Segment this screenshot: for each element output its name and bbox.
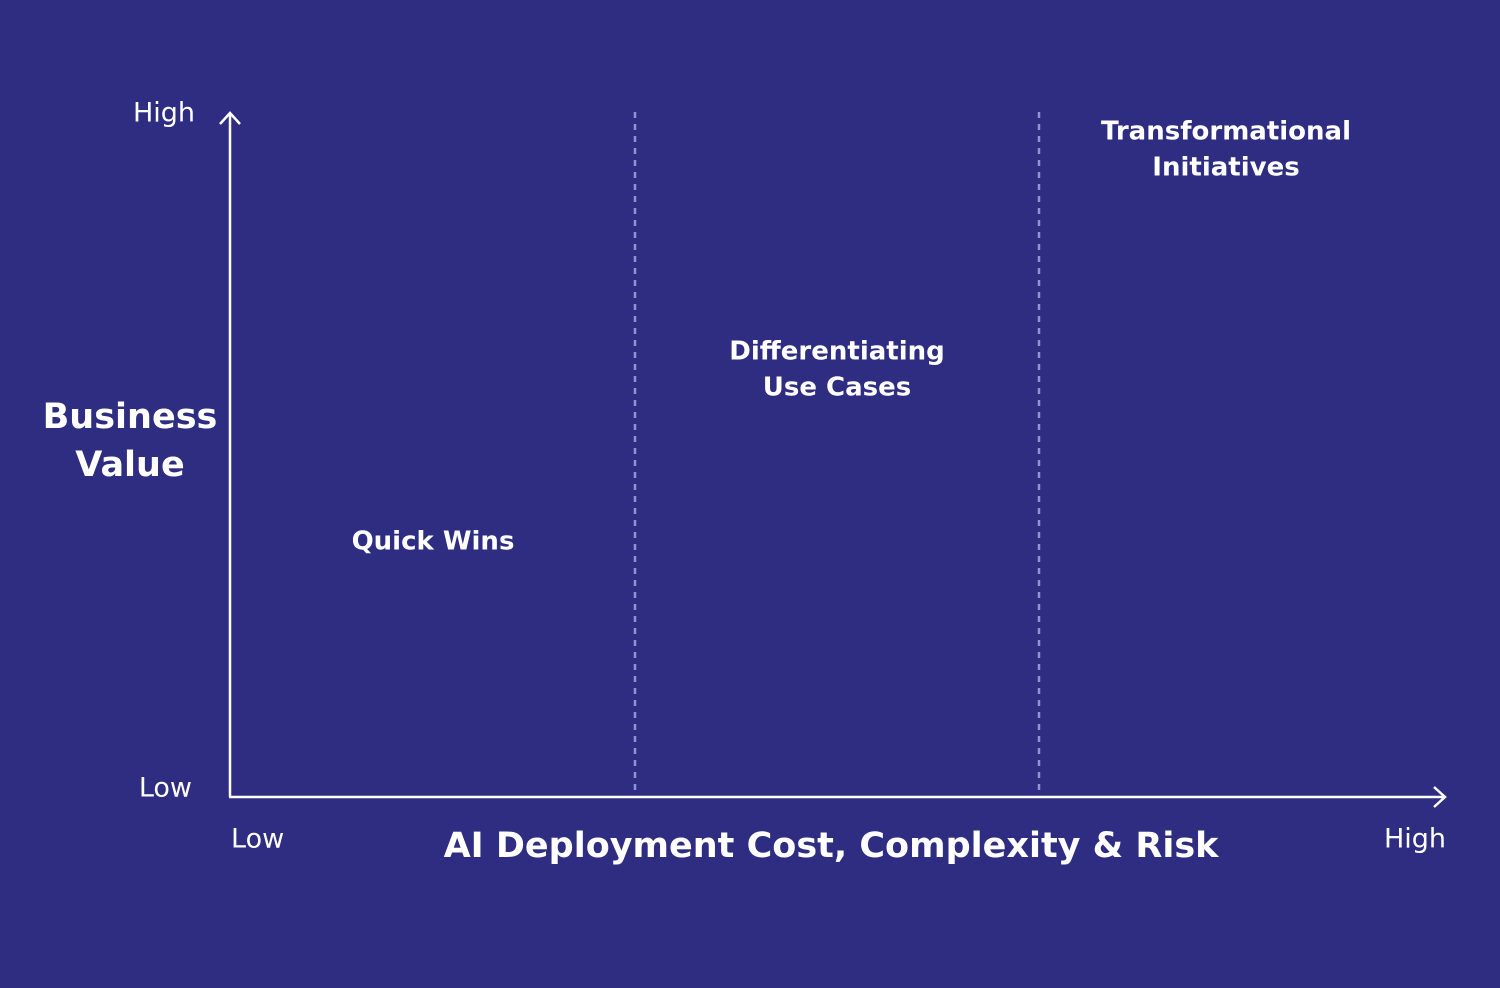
y-axis-title: Business (43, 397, 218, 437)
y-axis-arrow (219, 111, 241, 125)
x-axis-arrow (1433, 786, 1447, 808)
y-high-label: High (133, 98, 195, 129)
y-low-label: Low (139, 773, 192, 804)
x-axis-title: AI Deployment Cost, Complexity & Risk (444, 826, 1220, 866)
region-label: Quick Wins (352, 527, 515, 557)
x-high-label: High (1384, 824, 1446, 855)
x-low-label: Low (231, 824, 284, 855)
region-label: Differentiating (729, 337, 945, 367)
region-label: Initiatives (1152, 153, 1299, 183)
region-label: Transformational (1101, 117, 1351, 147)
region-label: Use Cases (763, 373, 911, 403)
y-axis-title: Value (75, 445, 184, 485)
